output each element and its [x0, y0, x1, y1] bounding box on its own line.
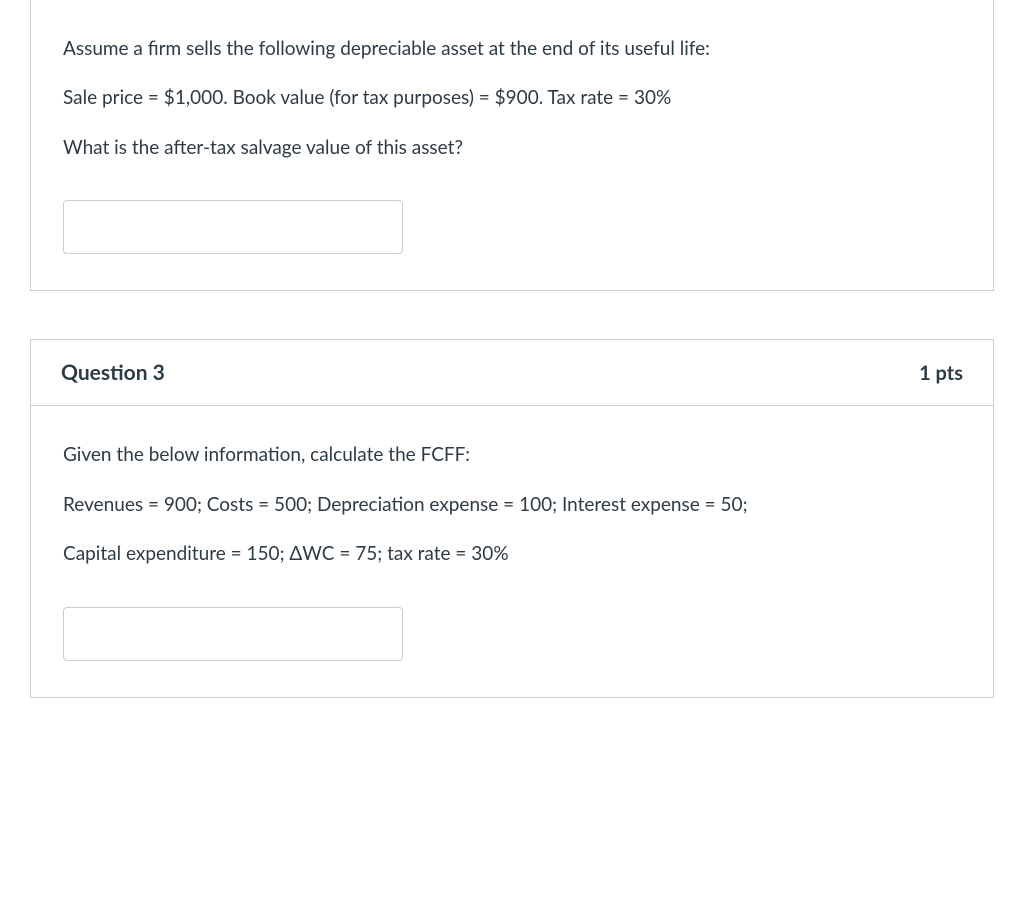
question-text-line: What is the after-tax salvage value of t…: [63, 133, 961, 162]
question-text-line: Revenues = 900; Costs = 500; Depreciatio…: [63, 490, 961, 519]
question-points: 1 pts: [919, 361, 963, 385]
question-body: Given the below information, calculate t…: [31, 406, 993, 696]
question-text-line: Sale price = $1,000. Book value (for tax…: [63, 83, 961, 112]
question-text-line: Assume a firm sells the following deprec…: [63, 34, 961, 63]
question-card-3: Question 3 1 pts Given the below informa…: [30, 339, 994, 697]
answer-input[interactable]: [63, 200, 403, 254]
question-title: Question 3: [61, 360, 165, 385]
question-body: Assume a firm sells the following deprec…: [31, 0, 993, 290]
question-header: Question 3 1 pts: [31, 340, 993, 406]
question-text-line: Given the below information, calculate t…: [63, 440, 961, 469]
question-text-line: Capital expenditure = 150; ΔWC = 75; tax…: [63, 539, 961, 568]
answer-input[interactable]: [63, 607, 403, 661]
question-card-2: Assume a firm sells the following deprec…: [30, 0, 994, 291]
